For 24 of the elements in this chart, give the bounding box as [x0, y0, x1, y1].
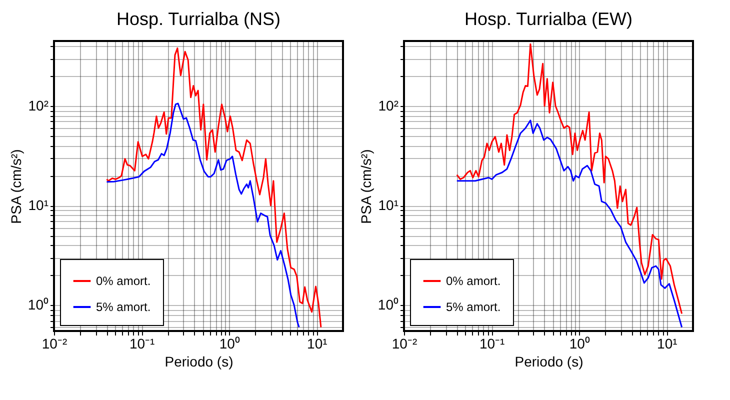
y-tick-label: 10²: [28, 98, 49, 114]
chart-title: Hosp. Turrialba (EW): [464, 9, 633, 30]
y-tick-label: 10⁰: [28, 296, 48, 313]
x-tick-label: 10⁰: [219, 336, 240, 352]
x-tick-label: 10⁻¹: [129, 336, 156, 352]
legend-label: 5% amort.: [96, 300, 151, 314]
y-axis-title: PSA (cm/s²): [8, 149, 24, 224]
x-tick-label: 10⁻²: [392, 336, 418, 352]
y-tick-label: 10²: [378, 98, 399, 114]
x-tick-label: 10⁰: [569, 336, 590, 352]
x-tick-label: 10⁻²: [42, 336, 68, 352]
x-tick-label: 10⁻¹: [479, 336, 506, 352]
chart-title: Hosp. Turrialba (NS): [116, 9, 281, 30]
y-tick-label: 10¹: [378, 197, 399, 214]
y-tick-label: 10⁰: [378, 296, 398, 313]
legend-label: 0% amort.: [446, 274, 501, 288]
x-tick-label: 10¹: [307, 336, 328, 352]
y-axis-title: PSA (cm/s²): [358, 149, 374, 224]
x-tick-label: 10¹: [657, 336, 678, 352]
legend-label: 5% amort.: [446, 300, 501, 314]
legend-label: 0% amort.: [96, 274, 151, 288]
x-axis-title: Periodo (s): [164, 354, 234, 370]
x-axis-title: Periodo (s): [514, 354, 584, 370]
y-tick-label: 10¹: [28, 197, 49, 214]
